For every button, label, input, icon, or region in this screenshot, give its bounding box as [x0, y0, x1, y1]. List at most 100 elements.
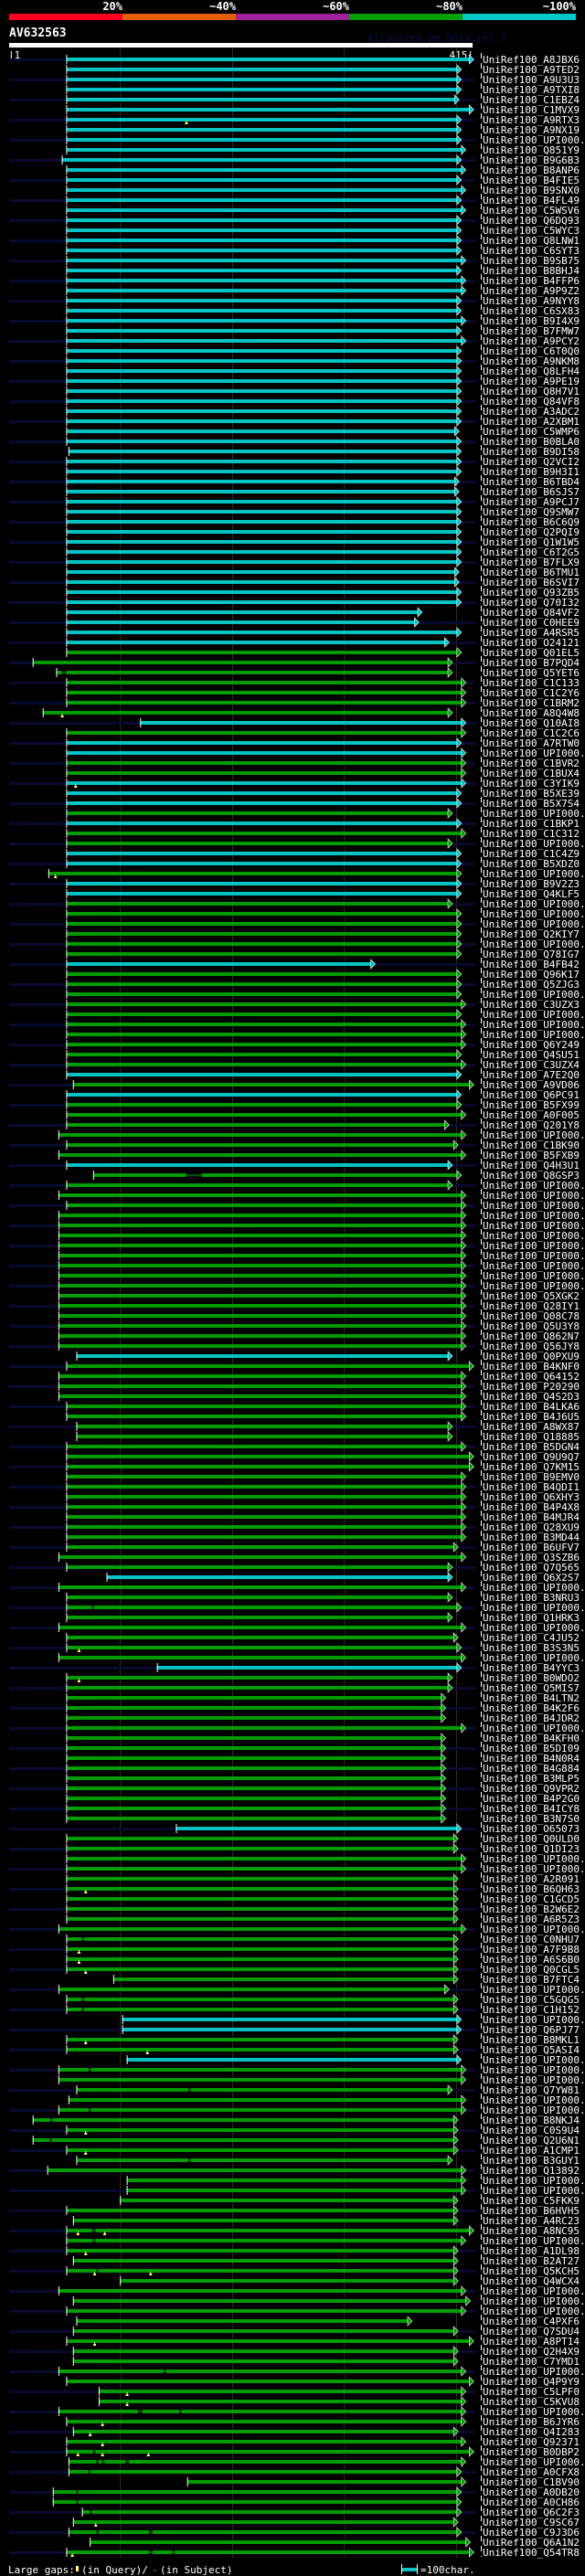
hit-row: UniRef100_B4MJR4 — [66, 1511, 580, 1523]
hit-row: UniRef100_Q01EL5 — [66, 647, 580, 659]
alignment-bar — [66, 128, 457, 132]
hit-row: UniRef100_B2AT27 — [72, 2255, 580, 2267]
hit-label: UniRef100_UPI000.. — [483, 2094, 585, 2106]
hit-label: UniRef100_A0F005 — [483, 1109, 580, 1121]
hit-row: UniRef100_B6TBD4 — [9, 476, 580, 488]
alignment-bar — [58, 1153, 462, 1157]
alignment-bar — [66, 731, 462, 735]
end-arrow-icon — [452, 1964, 459, 1975]
alignment-bar — [66, 239, 457, 242]
hit-label: UniRef100_B9I4X9 — [483, 315, 580, 327]
alignment-bar — [66, 681, 462, 684]
hit-label: UniRef100_B9H3I1 — [483, 466, 580, 478]
hit-row: UniRef100_B7FLX9 — [9, 557, 580, 568]
end-arrow-icon — [452, 2125, 459, 2136]
alignment-bar — [66, 952, 457, 956]
alignment-bar — [66, 369, 457, 373]
alignment-bar — [66, 1123, 445, 1127]
hit-label: UniRef100_A9TXI8 — [483, 84, 580, 96]
alignment-bar — [66, 289, 462, 292]
hit-row: UniRef100_A9PE19 — [9, 376, 580, 387]
hit-row: UniRef100_A2XBM1 — [9, 416, 580, 428]
end-arrow-icon — [461, 1723, 467, 1733]
hit-label: UniRef100_C1BKP1 — [483, 818, 580, 830]
hit-row: UniRef100_UPI000.. — [9, 1582, 585, 1594]
alignment-bar — [66, 641, 445, 644]
alignment-bar — [66, 1063, 462, 1066]
end-arrow-icon — [461, 255, 467, 266]
query-gap-marker — [77, 1680, 80, 1682]
end-arrow-icon — [461, 677, 467, 688]
alignment-bar — [66, 520, 457, 524]
hit-row: UniRef100_A3ADC2 — [66, 406, 580, 418]
alignment-bar — [72, 2359, 454, 2363]
alignment-bar — [66, 2309, 462, 2313]
alignment-bar — [58, 2078, 462, 2082]
hit-label: UniRef100_UPI000.. — [483, 1009, 585, 1021]
alignment-bar — [66, 892, 457, 896]
hit-row: UniRef100_C5WSV6 — [66, 205, 580, 217]
end-arrow-icon — [456, 627, 463, 638]
scale-bar-icon — [401, 2564, 418, 2574]
hit-label: UniRef100_C1BK90 — [483, 1140, 580, 1151]
end-arrow-icon — [461, 2094, 467, 2105]
alignment-bar — [66, 852, 457, 855]
hit-row: UniRef100_B4LKA6 — [9, 1401, 580, 1413]
alignment-bar — [66, 922, 457, 926]
hit-label: UniRef100_C5WMP6 — [483, 426, 580, 438]
end-arrow-icon — [447, 2155, 453, 2166]
alignment-bar — [66, 319, 462, 323]
end-arrow-icon — [452, 1994, 459, 2005]
hit-label: UniRef100_UPI000.. — [483, 898, 585, 910]
hit-label: UniRef100_C1C2Y6 — [483, 687, 580, 699]
hit-row: UniRef100_C6SX83 — [66, 305, 580, 317]
hit-row: UniRef100_C4JU52 — [66, 1632, 580, 1644]
hit-row: UniRef100_Q7KM15 — [9, 1461, 580, 1473]
alignment-bar — [58, 1324, 462, 1328]
alignment-bar — [66, 178, 457, 182]
end-arrow-icon — [461, 2074, 467, 2085]
hit-row: UniRef100_Q54TR8 — [9, 2547, 580, 2559]
alignment-bar — [66, 1535, 462, 1539]
alignment-bar — [66, 1676, 449, 1680]
hit-row: UniRef100_A8PT14 — [66, 2336, 580, 2348]
hit-row: UniRef100_Q9VPR2 — [9, 1783, 580, 1795]
end-arrow-icon — [456, 466, 463, 477]
hit-label: UniRef100_A0CH86 — [483, 2496, 580, 2508]
end-arrow-icon — [447, 1562, 453, 1573]
end-arrow-icon — [414, 617, 420, 628]
end-arrow-icon — [456, 647, 463, 658]
hit-row: UniRef100_UPI000.. — [9, 2306, 585, 2317]
end-arrow-icon — [456, 928, 463, 939]
hit-label: UniRef100_Q4S2D3 — [483, 1391, 580, 1403]
end-arrow-icon — [461, 1150, 467, 1161]
hit-label: UniRef100_B8MKL1 — [483, 2034, 580, 2046]
hit-label: UniRef100_A8NC95 — [483, 2225, 580, 2237]
end-arrow-icon — [456, 386, 463, 397]
hit-label: UniRef100_Q4I283 — [483, 2426, 580, 2438]
hit-row: UniRef100_A4RC23 — [72, 2215, 580, 2227]
hit-row: UniRef100_B5DGN4 — [9, 1441, 580, 1453]
hit-label: UniRef100_B4K2F6 — [483, 1702, 580, 1714]
alignment-bar — [66, 1967, 454, 1971]
end-arrow-icon — [447, 1672, 453, 1683]
hit-row: UniRef100_B3NRU3 — [66, 1592, 580, 1604]
hit-row: UniRef100_Q2KIY7 — [66, 928, 580, 940]
alignment-bar — [66, 2450, 470, 2454]
query-gap-marker — [125, 2404, 129, 2406]
end-arrow-icon — [456, 989, 463, 1000]
alignment-bar — [66, 1545, 454, 1549]
alignment-bar — [58, 1988, 445, 1991]
end-arrow-icon — [454, 476, 460, 487]
hit-row: UniRef100_Q4SU51 — [66, 1049, 580, 1061]
alignment-bar — [66, 600, 457, 604]
alignment-bar — [66, 1957, 454, 1961]
hit-row: UniRef100_C1BV90 — [186, 2476, 580, 2488]
hit-label: UniRef100_C3UZX3 — [483, 999, 580, 1011]
alignment-bar — [66, 480, 455, 483]
alignment-bar — [66, 1495, 462, 1499]
hit-row: UniRef100_B3MLP5 — [66, 1773, 580, 1785]
end-arrow-icon — [461, 1532, 467, 1542]
alignment-bar — [66, 470, 457, 473]
alignment-bar — [66, 1565, 449, 1569]
